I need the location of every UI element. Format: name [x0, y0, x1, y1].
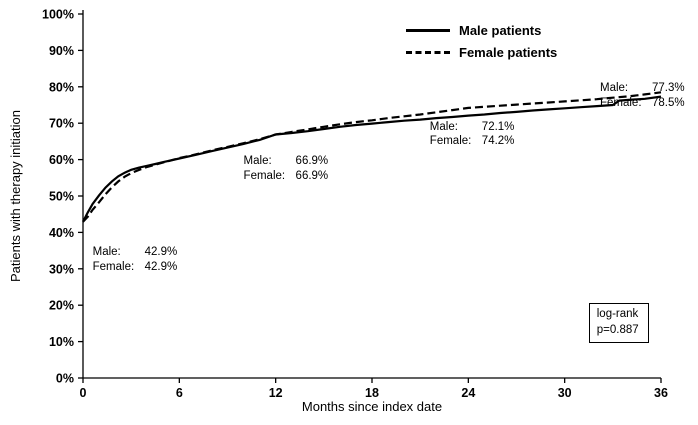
annotation-female-label: Female: [92, 261, 135, 274]
legend-label-male: Male patients [459, 22, 542, 38]
x-axis-title: Months since index date [301, 399, 443, 414]
svg-text:50%: 50% [49, 190, 74, 204]
annotation-female-value: 78.5% [651, 97, 685, 110]
svg-text:100%: 100% [42, 8, 74, 22]
svg-text:18: 18 [365, 386, 379, 400]
svg-text:6: 6 [176, 386, 183, 400]
svg-text:40%: 40% [49, 226, 74, 240]
annotation-month-24: Male: 72.1% Female: 74.2% [430, 120, 515, 150]
male-solid-line-swatch [406, 28, 450, 32]
log-rank-label: log-rank [596, 308, 639, 321]
annotation-male-label: Male: [243, 155, 272, 168]
log-rank-box: log-rank p=0.887 [588, 303, 649, 344]
annotation-month-36: Male: 77.3% Female: 78.5% [600, 81, 685, 111]
annotation-female-value: 74.2% [481, 135, 515, 148]
annotation-male-label: Male: [429, 120, 458, 133]
legend-item-female: Female patients [406, 41, 557, 63]
legend-item-male: Male patients [406, 19, 557, 41]
legend: Male patients Female patients [406, 19, 557, 63]
svg-text:0%: 0% [56, 372, 74, 386]
svg-text:60%: 60% [49, 153, 74, 167]
annotation-female-label: Female: [243, 170, 286, 183]
annotation-female-value: 42.9% [144, 261, 178, 274]
svg-text:12: 12 [269, 386, 283, 400]
svg-text:36: 36 [654, 386, 668, 400]
svg-text:30%: 30% [49, 262, 74, 276]
annotation-female-label: Female: [599, 97, 642, 110]
svg-text:20%: 20% [49, 299, 74, 313]
annotation-male-value: 42.9% [144, 246, 178, 259]
annotation-male-label: Male: [92, 246, 121, 259]
svg-text:30: 30 [558, 386, 572, 400]
annotation-male-value: 66.9% [295, 155, 329, 168]
annotation-male-label: Male: [599, 82, 629, 95]
annotation-month-12: Male: 66.9% Female: 66.9% [244, 154, 329, 184]
svg-text:80%: 80% [49, 80, 74, 94]
female-dashed-line-swatch [406, 50, 450, 54]
annotation-female-label: Female: [429, 135, 472, 148]
y-axis-title: Patients with therapy initiation [8, 110, 23, 282]
svg-text:10%: 10% [49, 335, 74, 349]
annotation-male-value: 77.3% [651, 82, 685, 95]
svg-text:0: 0 [80, 386, 87, 400]
log-rank-pvalue: p=0.887 [596, 323, 639, 336]
annotation-month-0: Male: 42.9% Female: 42.9% [93, 245, 178, 275]
annotation-male-value: 72.1% [481, 120, 515, 133]
svg-text:24: 24 [461, 386, 475, 400]
svg-text:90%: 90% [49, 44, 74, 58]
svg-text:70%: 70% [49, 117, 74, 131]
annotation-female-value: 66.9% [295, 170, 329, 183]
legend-label-female: Female patients [459, 44, 558, 60]
